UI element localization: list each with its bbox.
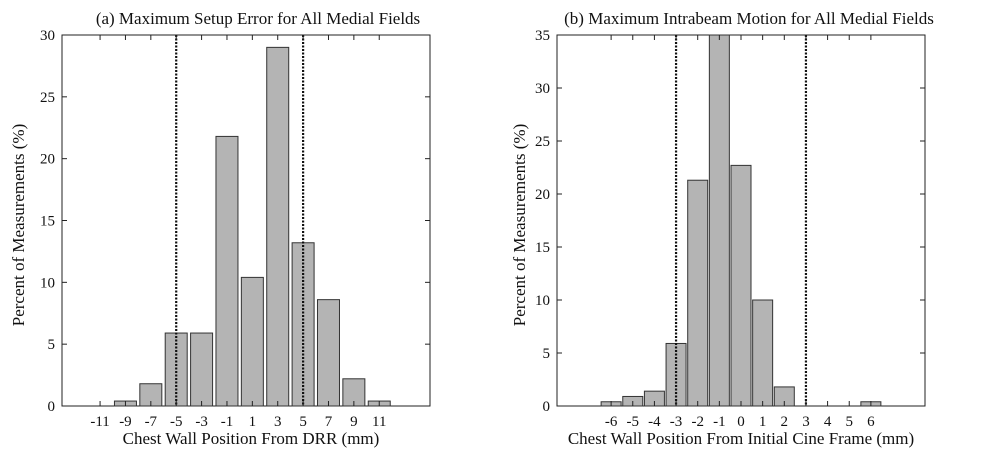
bar [730,164,752,407]
chart-title: (b) Maximum Intrabeam Motion for All Med… [564,9,934,28]
x-tick-label: 6 [867,414,875,430]
bar [266,46,290,407]
bar [687,179,709,407]
x-tick-label: 5 [845,414,853,430]
x-tick-label: -7 [145,414,158,430]
y-tick-label: 0 [48,399,56,415]
x-tick-label: -3 [195,414,208,430]
y-tick-label: 15 [40,214,55,230]
y-tick-label: 25 [535,134,550,150]
x-tick-label: 1 [759,414,767,430]
x-tick-label: -2 [691,414,704,430]
x-tick-label: -11 [90,414,109,430]
x-tick-label: 2 [781,414,789,430]
x-tick-label: 11 [372,414,386,430]
y-axis-label: Percent of Measurements (%) [510,124,529,327]
x-tick-label: -5 [170,414,183,430]
bar [215,135,239,407]
y-tick-label: 15 [535,240,550,256]
y-tick-label: 25 [40,90,55,106]
y-tick-label: 30 [535,81,550,97]
x-tick-label: 4 [824,414,832,430]
x-tick-label: 9 [350,414,358,430]
y-tick-label: 35 [535,28,550,44]
x-tick-label: -6 [605,414,618,430]
chart-panel-b: (b) Maximum Intrabeam Motion for All Med… [510,9,934,448]
x-tick-label: 5 [299,414,307,430]
x-tick-label: -5 [627,414,640,430]
chart-panel-a: (a) Maximum Setup Error for All Medial F… [9,9,431,448]
bar [190,332,214,407]
y-tick-label: 5 [543,346,551,362]
x-tick-label: -3 [670,414,683,430]
y-tick-label: 5 [48,337,56,353]
x-tick-label: 7 [325,414,333,430]
x-tick-label: 1 [249,414,257,430]
y-tick-label: 10 [535,293,550,309]
x-axis-label: Chest Wall Position From DRR (mm) [123,429,380,448]
y-tick-label: 20 [535,187,550,203]
bar [708,34,730,407]
y-tick-label: 10 [40,275,55,291]
y-tick-label: 20 [40,152,55,168]
y-axis-label: Percent of Measurements (%) [9,124,28,327]
bar [752,299,774,407]
x-tick-label: -1 [713,414,726,430]
bar [240,276,264,407]
y-tick-label: 0 [543,399,551,415]
x-tick-label: 3 [802,414,810,430]
x-tick-label: 3 [274,414,282,430]
bar [316,299,340,407]
x-axis-label: Chest Wall Position From Initial Cine Fr… [568,429,914,448]
chart-title: (a) Maximum Setup Error for All Medial F… [96,9,420,28]
x-tick-label: -1 [221,414,234,430]
x-tick-label: -4 [648,414,661,430]
y-tick-label: 30 [40,28,55,44]
x-tick-label: -9 [119,414,132,430]
x-tick-label: 0 [737,414,745,430]
